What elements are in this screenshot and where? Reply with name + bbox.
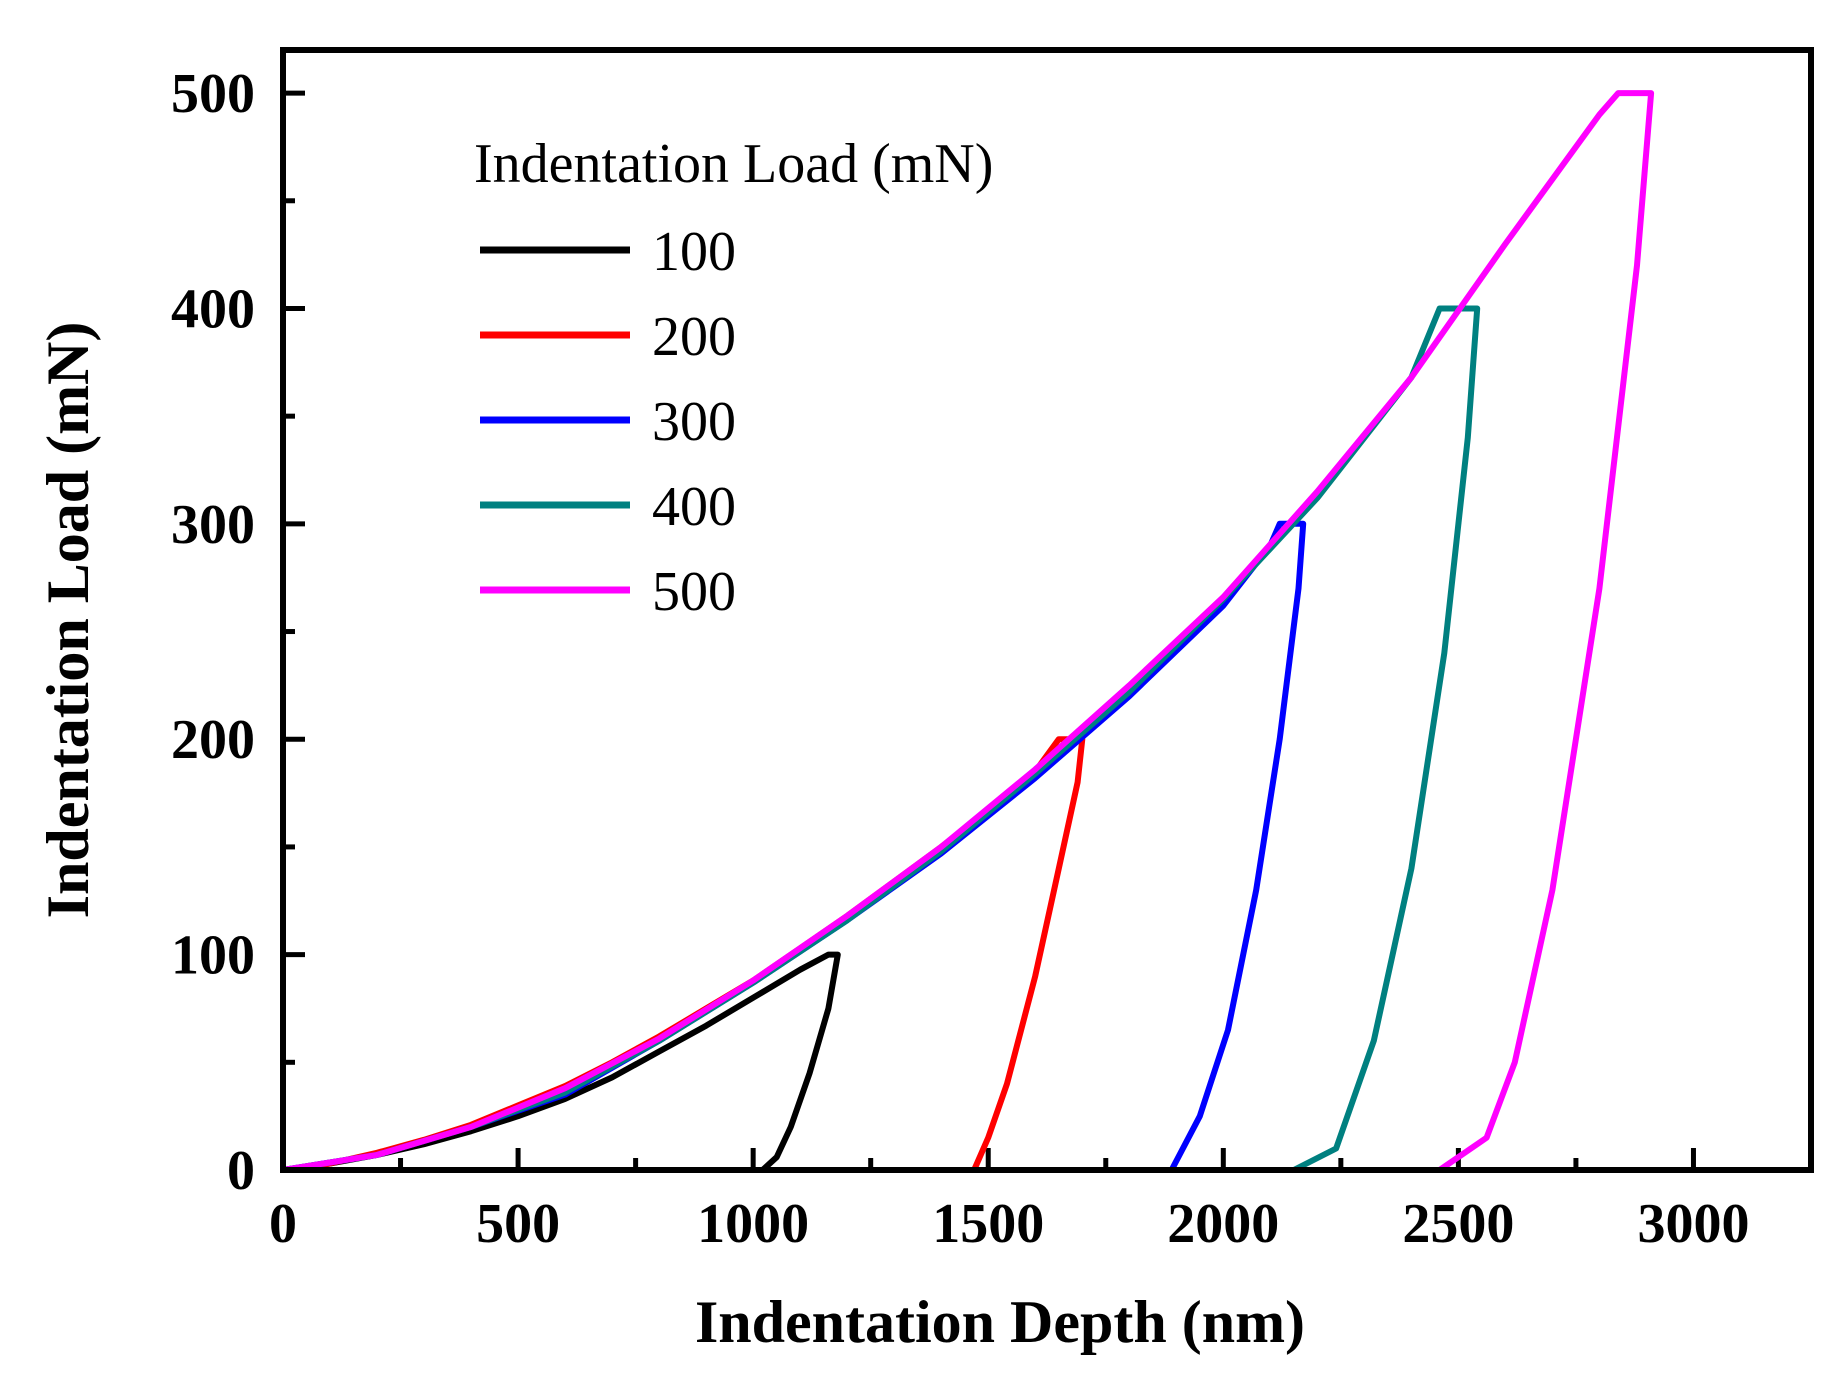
legend-label-100: 100	[652, 221, 736, 283]
legend-label-500: 500	[652, 561, 736, 623]
legend-label-400: 400	[652, 476, 736, 538]
series-layer	[280, 90, 1655, 1173]
y-axis-title: Indentation Load (mN)	[35, 322, 101, 919]
y-tick-label: 300	[171, 494, 255, 556]
x-axis-title: Indentation Depth (nm)	[695, 1289, 1305, 1355]
legend-title: Indentation Load (mN)	[474, 133, 993, 195]
x-tick-label: 2500	[1402, 1193, 1514, 1255]
x-tick-label: 0	[269, 1193, 297, 1255]
legend-label-200: 200	[652, 306, 736, 368]
y-tick-label: 200	[171, 709, 255, 771]
x-tick-label: 3000	[1637, 1193, 1749, 1255]
legend-label-300: 300	[652, 391, 736, 453]
legend: Indentation Load (mN) 100 200 300 400 500	[474, 133, 993, 623]
y-tick-label: 0	[227, 1140, 255, 1202]
series-line-100	[280, 951, 841, 1173]
x-tick-label: 500	[476, 1193, 560, 1255]
series-line-300	[280, 520, 1307, 1173]
series-line-500	[280, 90, 1655, 1173]
y-tick-label: 400	[171, 278, 255, 340]
series-line-400	[280, 305, 1481, 1173]
series-line-200	[280, 736, 1086, 1173]
x-tick-label: 1000	[697, 1193, 809, 1255]
y-tick-label: 100	[171, 925, 255, 987]
ticks-layer: 0 500 1000 1500 2000 2500 3000 0 100 200 300 400 500	[171, 63, 1749, 1255]
plot-frame	[280, 47, 1814, 1173]
y-tick-label: 500	[171, 63, 255, 125]
x-tick-label: 2000	[1167, 1193, 1279, 1255]
x-tick-label: 1500	[932, 1193, 1044, 1255]
